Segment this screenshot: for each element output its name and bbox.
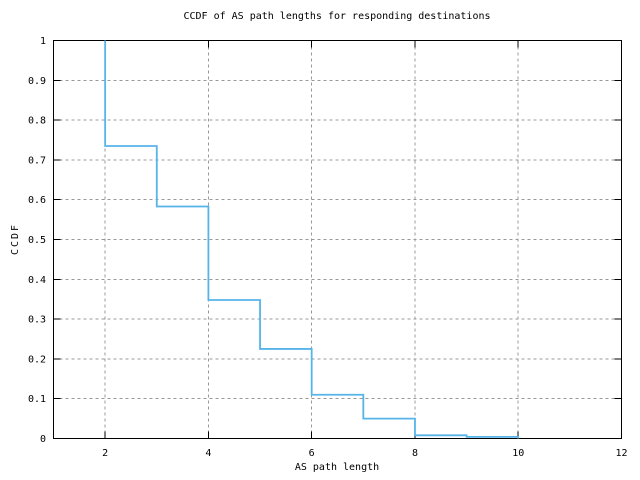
x-tick-label: 12 [615,448,627,459]
ccdf-step-line [104,40,520,439]
y-tick-label: 0.3 [28,315,46,326]
y-tick-label: 1 [40,36,46,47]
y-tick-label: 0.7 [28,155,46,166]
x-tick-label: 2 [102,448,108,459]
y-tick-label: 0.6 [28,195,46,206]
y-tick-label: 0.1 [28,394,46,405]
chart-title: CCDF of AS path lengths for responding d… [183,11,491,22]
y-tick-label: 0.5 [28,235,46,246]
x-tick-label: 6 [309,448,315,459]
x-tick-label: 4 [205,448,211,459]
y-tick-label: 0.2 [28,354,46,365]
y-axis-label: CCDF [10,222,21,256]
x-tick-label: 8 [412,448,418,459]
x-axis-label: AS path length [294,462,380,473]
y-tick-label: 0.9 [28,76,46,87]
y-tick-label: 0.4 [28,275,46,286]
y-tick-label: 0 [40,434,46,445]
y-tick-label: 0.8 [28,116,46,127]
x-tick-label: 10 [512,448,524,459]
